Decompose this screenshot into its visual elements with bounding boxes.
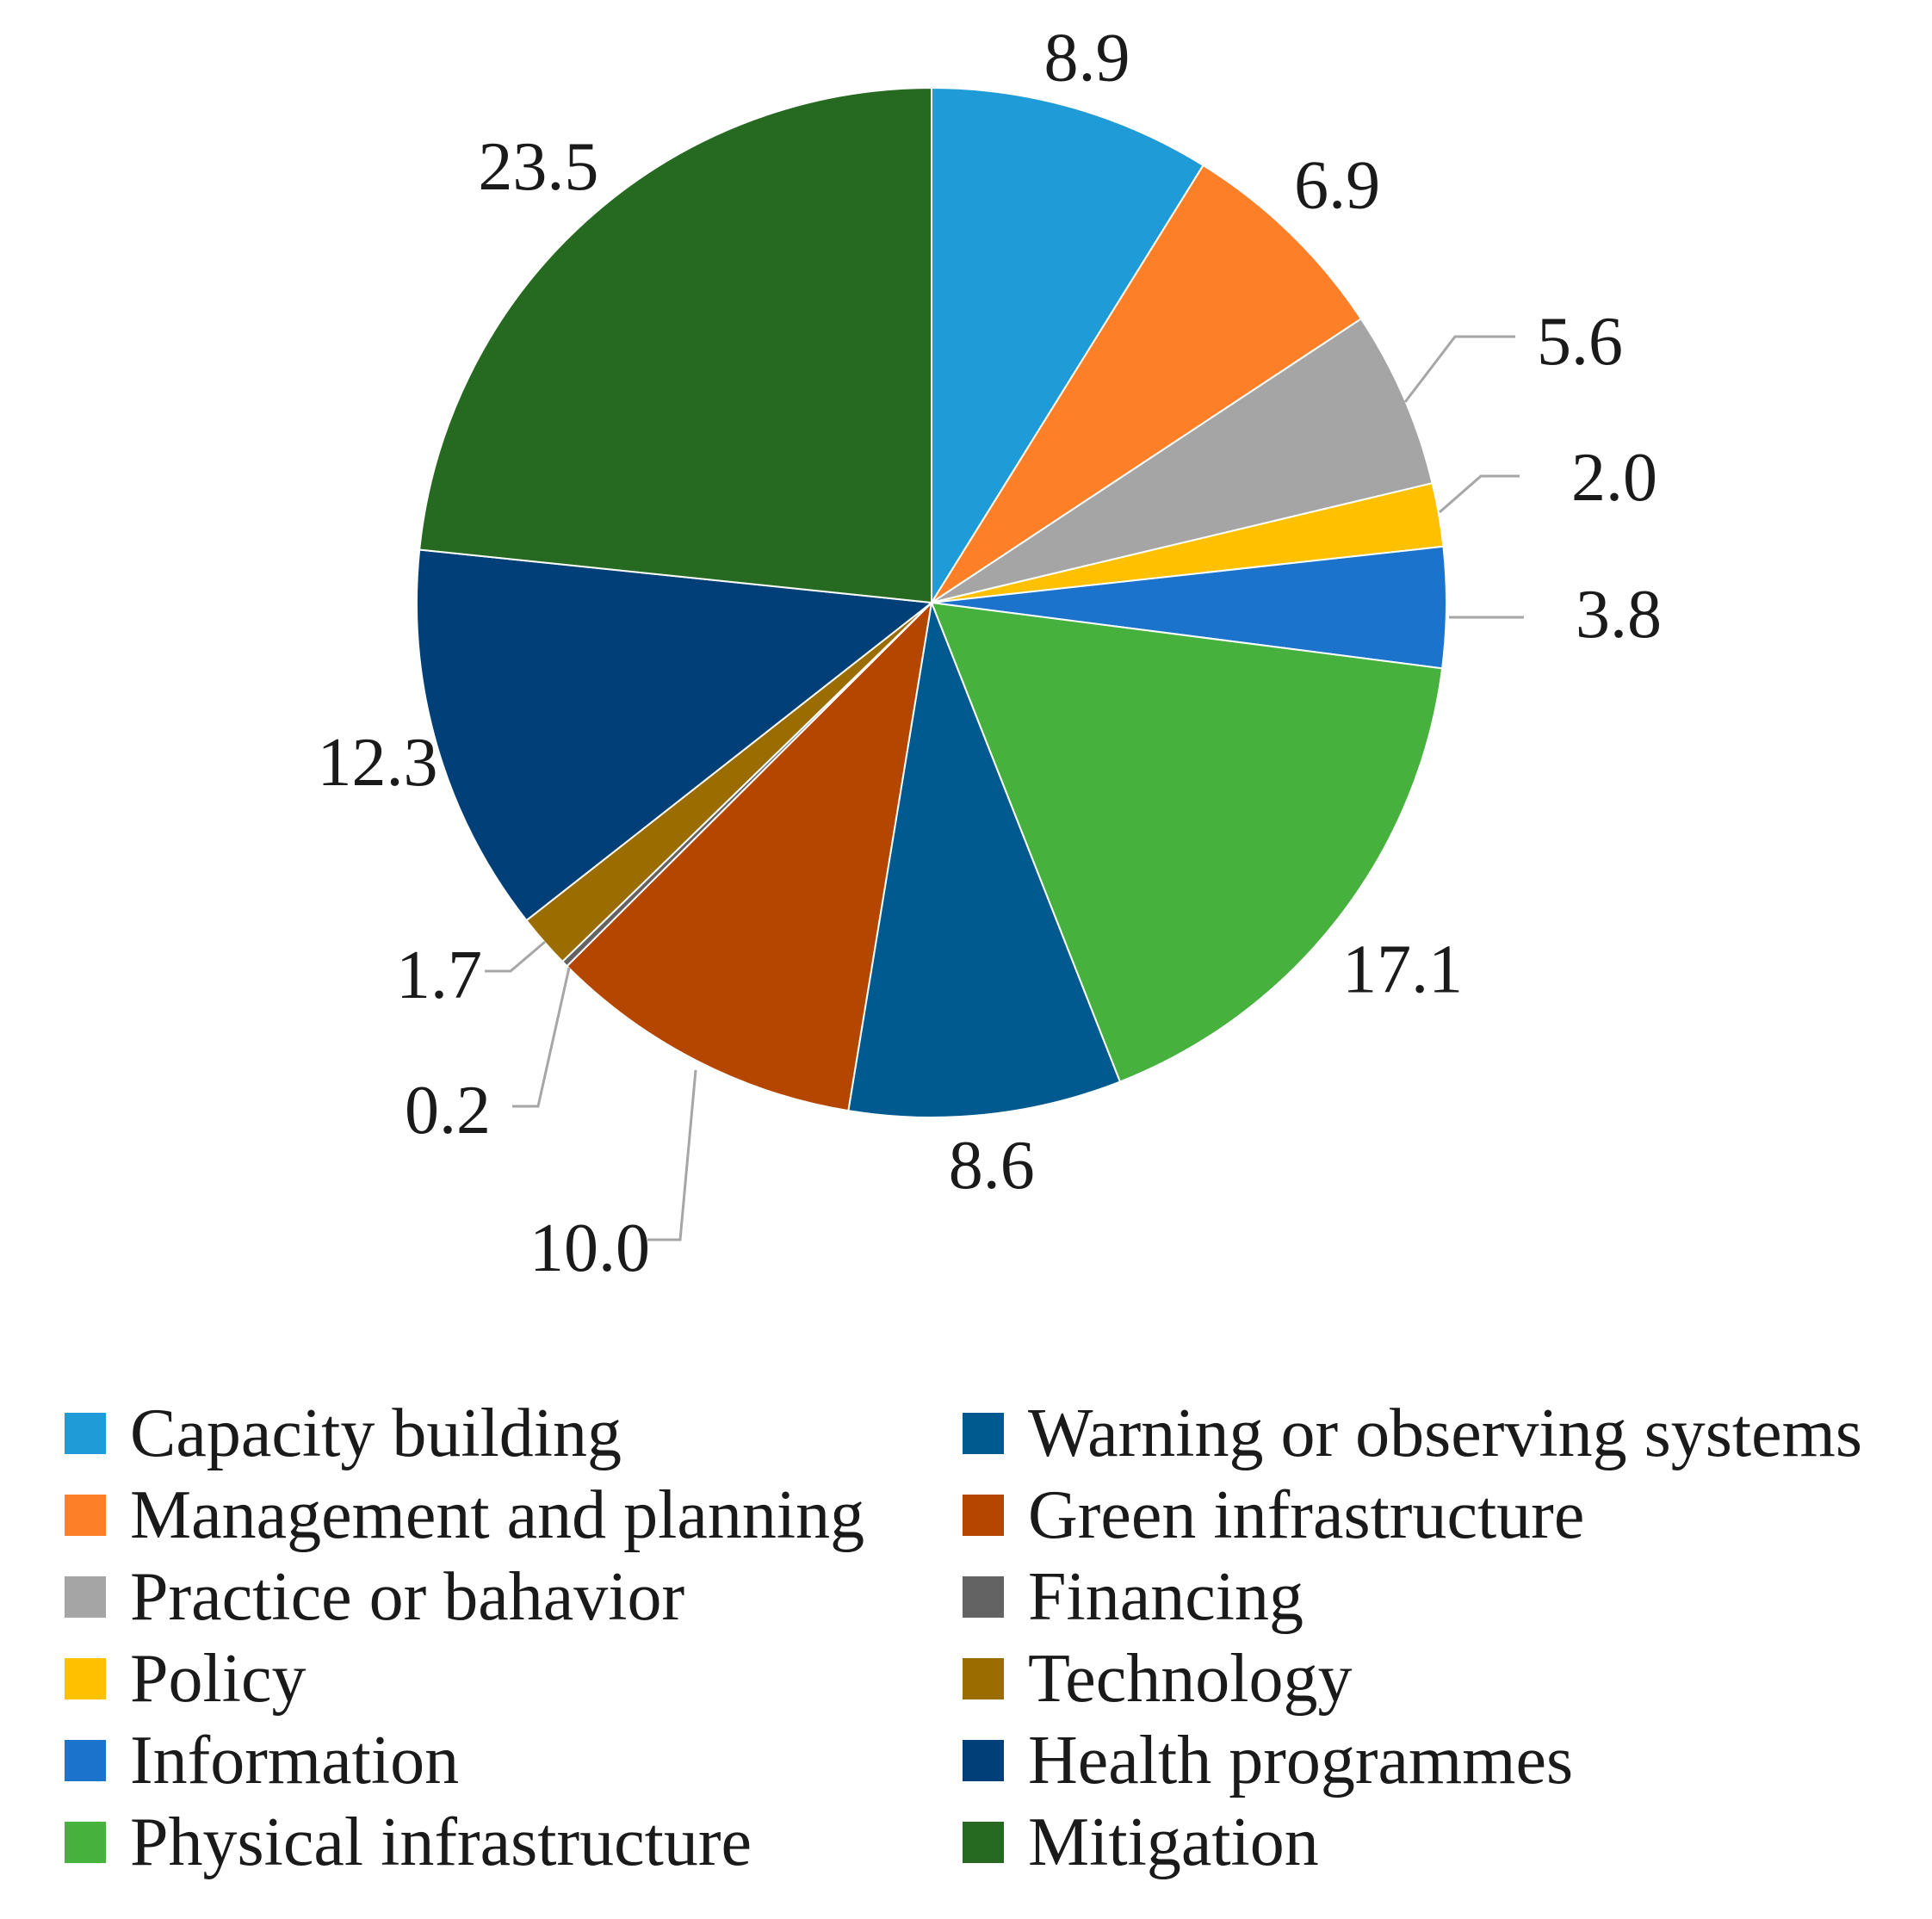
legend-swatch	[65, 1576, 106, 1618]
data-label-management-and-planning: 6.9	[1294, 148, 1380, 224]
data-label-health-programmes: 12.3	[318, 725, 438, 801]
legend-swatch	[963, 1822, 1004, 1863]
data-label-financing: 0.2	[405, 1073, 491, 1148]
leader-line-practice-or-bahavior	[1403, 335, 1515, 403]
data-label-warning-or-observing-systems: 8.6	[949, 1128, 1035, 1204]
data-label-technology: 1.7	[396, 938, 482, 1013]
legend-swatch	[963, 1576, 1004, 1618]
legend-label: Physical infrastructure	[130, 1804, 752, 1880]
legend-swatch	[65, 1495, 106, 1536]
legend-label: Practice or bahavior	[130, 1559, 684, 1635]
leader-line-technology	[485, 940, 546, 973]
pie-slice-physical-infrastructure	[930, 601, 1444, 1083]
legend-item-capacity-building: Capacity building	[65, 1396, 622, 1471]
pie-slice-mitigation	[418, 86, 932, 604]
legend-item-warning-or-observing-systems: Warning or observing systems	[963, 1396, 1862, 1471]
legend-label: Capacity building	[130, 1396, 622, 1471]
legend-item-practice-or-bahavior: Practice or bahavior	[65, 1559, 684, 1635]
legend-item-information: Information	[65, 1723, 459, 1798]
pie-slice-capacity-building	[931, 86, 1204, 606]
data-label-physical-infrastructure: 17.1	[1342, 932, 1463, 1007]
data-label-information: 3.8	[1576, 577, 1662, 653]
pie-slice-practice-or-bahavior	[931, 317, 1434, 604]
legend-label: Information	[130, 1723, 459, 1798]
legend-swatch	[65, 1822, 106, 1863]
pie-slice-management-and-planning	[931, 164, 1363, 604]
legend-label: Policy	[130, 1641, 306, 1717]
legend-label: Technology	[1028, 1641, 1353, 1717]
pie-slices	[416, 86, 1447, 1118]
legend-item-physical-infrastructure: Physical infrastructure	[65, 1804, 752, 1880]
data-labels: 8.9 6.9 5.6 2.0 3.8 17.1 8.6 10.0 0.2 1.7 12.3 23.5	[318, 20, 1663, 1286]
legend-item-financing: Financing	[963, 1559, 1303, 1635]
pie-slice-warning-or-observing-systems	[847, 599, 1122, 1118]
legend-item-green-infrastructure: Green infrastructure	[963, 1477, 1584, 1553]
legend-label: Mitigation	[1028, 1804, 1319, 1880]
legend-swatch	[963, 1413, 1004, 1454]
data-label-practice-or-bahavior: 5.6	[1537, 304, 1623, 380]
legend-label: Management and planning	[130, 1477, 864, 1553]
data-label-mitigation: 23.5	[478, 129, 598, 205]
legend-item-technology: Technology	[963, 1641, 1353, 1717]
legend-item-health-programmes: Health programmes	[963, 1723, 1573, 1798]
legend-swatch	[65, 1740, 106, 1781]
pie-slice-health-programmes	[416, 548, 934, 922]
legend-swatch	[65, 1658, 106, 1699]
data-label-policy: 2.0	[1571, 440, 1657, 516]
legend-label: Health programmes	[1028, 1723, 1573, 1798]
legend-item-mitigation: Mitigation	[963, 1804, 1319, 1880]
legend-swatch	[963, 1740, 1004, 1781]
data-label-capacity-building: 8.9	[1044, 20, 1130, 96]
leader-lines	[485, 335, 1524, 1241]
legend-swatch	[963, 1658, 1004, 1699]
legend-item-management-and-planning: Management and planning	[65, 1477, 864, 1553]
legend-label: Financing	[1028, 1559, 1303, 1635]
legend-label: Warning or observing systems	[1028, 1396, 1862, 1471]
leader-line-green-infrastructure	[647, 1069, 697, 1241]
legend-swatch	[963, 1495, 1004, 1536]
legend-label: Green infrastructure	[1028, 1477, 1584, 1553]
leader-line-policy	[1439, 474, 1520, 514]
data-label-green-infrastructure: 10.0	[529, 1210, 650, 1286]
legend-swatch	[65, 1413, 106, 1454]
pie-slice-green-infrastructure	[566, 600, 933, 1112]
leader-line-financing	[512, 967, 571, 1108]
legend-item-policy: Policy	[65, 1641, 306, 1717]
